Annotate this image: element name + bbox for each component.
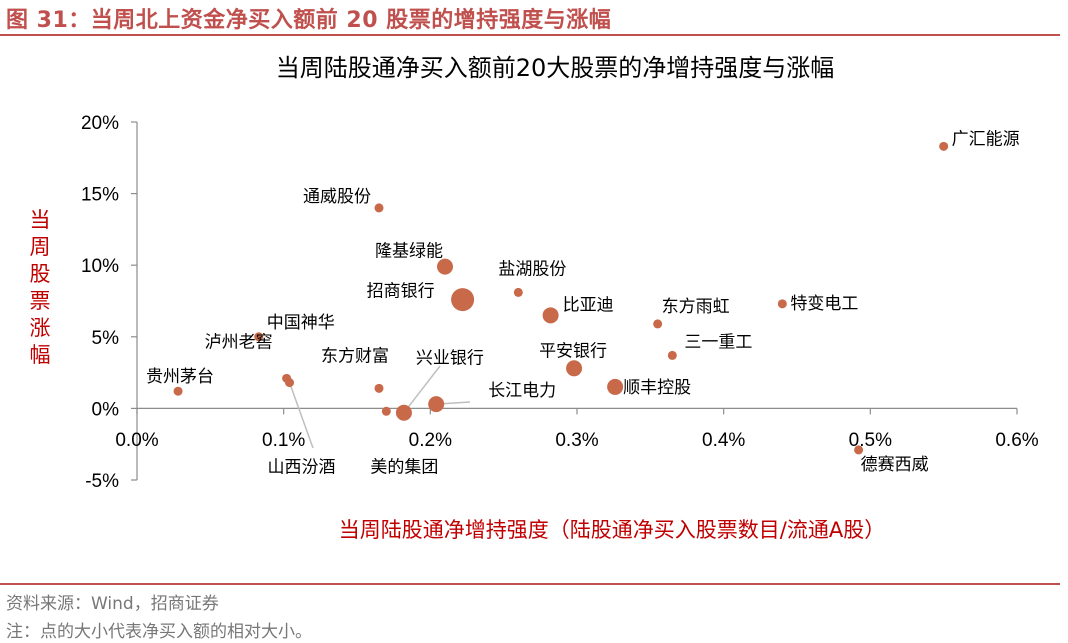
y-axis-title-char: 周 <box>30 235 51 259</box>
y-tick-label: 0% <box>92 399 120 420</box>
data-point <box>285 378 295 388</box>
figure-header: 图 31：当周北上资金净买入额前 20 股票的增持强度与涨幅 <box>0 0 1060 36</box>
point-label: 三一重工 <box>684 332 752 352</box>
y-tick-label: 5% <box>92 328 120 349</box>
point-label: 德赛西威 <box>861 454 929 475</box>
data-point <box>513 287 523 297</box>
point-label: 山西汾酒 <box>268 458 336 478</box>
data-point <box>374 383 384 393</box>
y-axis-title-char: 幅 <box>30 343 51 367</box>
figure-title: 图 31：当周北上资金净买入额前 20 股票的增持强度与涨幅 <box>6 8 612 33</box>
y-tick-label: 15% <box>81 185 119 206</box>
leader-line <box>288 382 314 449</box>
size-note: 注：点的大小代表净买入额的相对大小。 <box>6 622 312 642</box>
x-tick-label: 0.6% <box>995 430 1038 451</box>
data-point <box>607 378 624 395</box>
y-axis-title-char: 当 <box>30 208 51 232</box>
scatter-chart: 当周陆股通净买入额前20大股票的净增持强度与涨幅 20% 15% 10% 5% 0% -5… <box>30 54 1039 542</box>
x-tick-label: 0.1% <box>262 430 305 451</box>
data-point <box>854 445 864 455</box>
point-label: 平安银行 <box>539 341 607 361</box>
point-label: 中国神华 <box>267 313 335 333</box>
data-point <box>395 404 412 421</box>
data-point <box>173 386 183 396</box>
chart-points <box>173 141 949 455</box>
point-label: 特变电工 <box>790 294 858 314</box>
data-point <box>939 141 949 151</box>
point-label: 贵州茅台 <box>146 367 214 387</box>
point-label: 东方雨虹 <box>662 297 730 317</box>
point-label: 广汇能源 <box>952 129 1020 149</box>
y-tick-label: -5% <box>85 471 119 492</box>
point-label: 泸州老窖 <box>205 332 273 352</box>
point-label: 美的集团 <box>370 457 438 477</box>
point-label: 东方财富 <box>321 346 389 366</box>
chart-ticks: 20%15%10%5%0%-5%0.0% 0.1% 0.2% 0.3% 0.4% 0.5%… <box>81 113 1039 492</box>
y-axis-title-char: 涨 <box>30 316 51 340</box>
point-label: 兴业银行 <box>416 349 484 369</box>
data-point <box>381 406 391 416</box>
x-tick-label: 0.2% <box>409 430 452 451</box>
footer-divider <box>0 583 1060 585</box>
point-label: 招商银行 <box>367 282 435 302</box>
y-axis-title-char: 票 <box>30 289 51 313</box>
y-tick-label: 20% <box>81 113 119 134</box>
x-tick-label: 0.4% <box>702 430 745 451</box>
x-tick-label: 0.3% <box>555 430 598 451</box>
data-point <box>542 307 559 324</box>
source-note: 资料来源：Wind，招商证券 <box>6 594 219 614</box>
y-tick-label: 10% <box>81 256 119 277</box>
data-point <box>428 396 445 413</box>
point-label: 顺丰控股 <box>623 378 691 398</box>
data-point <box>451 288 475 312</box>
data-point <box>437 258 453 275</box>
point-label: 通威股份 <box>303 187 371 207</box>
y-axis-title-char: 股 <box>30 262 51 286</box>
data-point <box>777 299 787 309</box>
leader-line <box>403 365 441 414</box>
chart-title: 当周陆股通净买入额前20大股票的净增持强度与涨幅 <box>276 54 835 82</box>
x-axis-title: 当周陆股通净增持强度（陆股通净买入股票数目/流通A股） <box>339 518 885 542</box>
point-label: 长江电力 <box>488 381 556 401</box>
x-tick-label: 0.0% <box>115 430 158 451</box>
data-point <box>566 360 583 377</box>
point-label: 盐湖股份 <box>498 259 566 279</box>
data-point <box>667 350 677 360</box>
data-point <box>374 203 384 213</box>
data-point <box>653 319 663 329</box>
point-label: 比亚迪 <box>563 295 614 315</box>
data-point <box>254 332 264 342</box>
point-label: 隆基绿能 <box>375 242 443 262</box>
